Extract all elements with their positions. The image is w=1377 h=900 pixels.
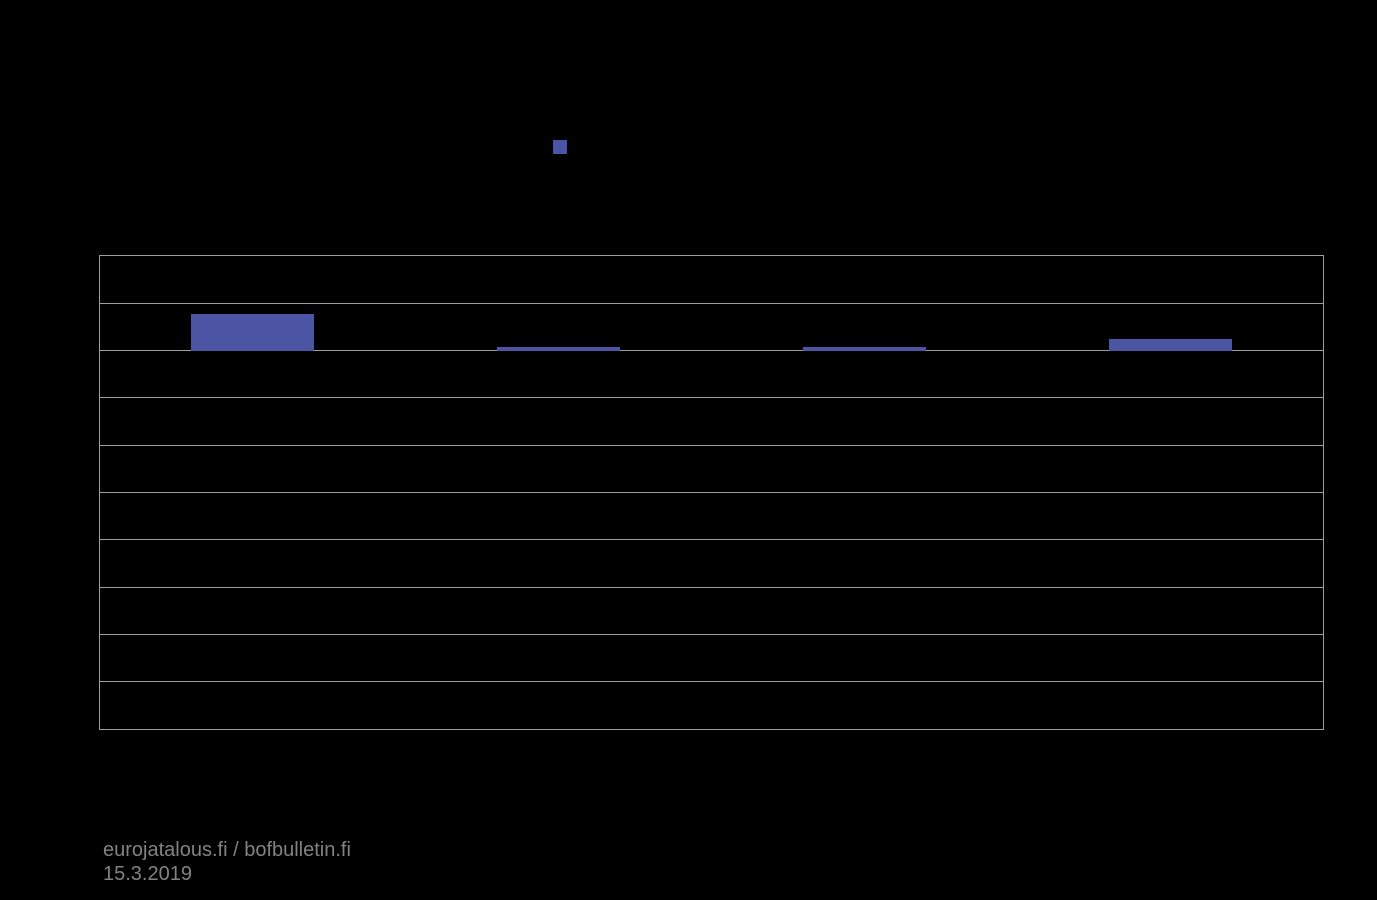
gridline — [100, 444, 1323, 446]
gridline — [100, 350, 1323, 352]
gridline — [100, 492, 1323, 493]
date-line: 15.3.2019 — [103, 863, 192, 885]
chart-legend — [553, 140, 573, 154]
gridline — [100, 539, 1323, 541]
gridline — [100, 681, 1323, 683]
bar-2 — [497, 347, 621, 351]
bar-3 — [802, 347, 926, 351]
legend-swatch-icon — [553, 140, 567, 154]
source-line: eurojatalous.fi / bofbulletin.fi — [103, 839, 351, 861]
gridline — [100, 633, 1323, 635]
source-footer: eurojatalous.fi / bofbulletin.fi 15.3.20… — [103, 838, 351, 886]
plot-area — [99, 255, 1324, 730]
bar-4 — [1108, 338, 1232, 351]
gridline — [100, 302, 1323, 304]
bar-1 — [191, 314, 315, 351]
gridline — [100, 586, 1323, 588]
gridline — [100, 397, 1323, 399]
